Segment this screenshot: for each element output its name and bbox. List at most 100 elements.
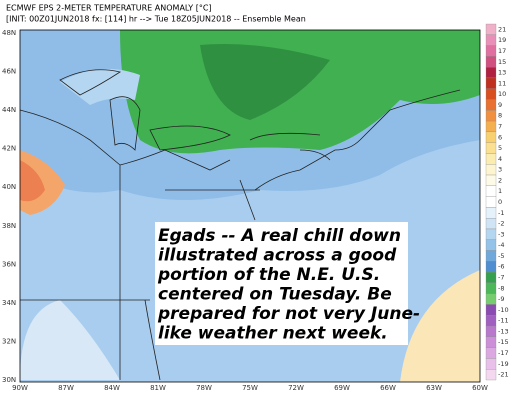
colorbar-swatch <box>485 88 497 100</box>
colorbar-swatch <box>485 34 497 46</box>
lon-label: 66W <box>380 384 396 392</box>
colorbar-label: 21 <box>498 25 506 33</box>
colorbar-swatch <box>485 23 497 35</box>
lon-label: 90W <box>12 384 28 392</box>
lon-labels: 90W 87W 84W 81W 78W 75W 72W 69W 66W 63W 60W <box>12 384 488 392</box>
lat-label: 32N <box>2 337 16 345</box>
annotation-line: centered on Tuesday. Be <box>158 285 392 305</box>
lon-label: 87W <box>58 384 74 392</box>
colorbar-swatch <box>485 153 497 165</box>
colorbar-swatch <box>485 67 497 79</box>
colorbar-swatch <box>485 131 497 143</box>
map <box>19 30 480 382</box>
lat-label: 34N <box>2 299 16 307</box>
colorbar-swatch <box>485 196 497 208</box>
colorbar-swatch <box>485 336 497 348</box>
lon-label: 63W <box>426 384 442 392</box>
lat-label: 30N <box>2 376 16 384</box>
colorbar-swatch <box>485 358 497 370</box>
colorbar-swatch <box>485 218 497 230</box>
colorbar-swatch <box>485 56 497 68</box>
colorbar-swatch <box>485 369 497 381</box>
title: ECMWF EPS 2-METER TEMPERATURE ANOMALY [°… <box>6 4 212 13</box>
subtitle: [INIT: 00Z01JUN2018 fx: [114] hr --> Tue… <box>6 15 306 24</box>
lon-label: 84W <box>104 384 120 392</box>
colorbar-label: -7 <box>498 274 504 282</box>
lat-label: 36N <box>2 260 16 268</box>
colorbar-swatch <box>485 261 497 273</box>
annotation-line: like weather next week. <box>158 324 388 344</box>
colorbar-label: 8 <box>498 112 502 120</box>
lon-label: 75W <box>242 384 258 392</box>
colorbar-label: 11 <box>498 79 506 87</box>
colorbar-label: 13 <box>498 69 506 77</box>
lat-label: 48N <box>2 29 16 37</box>
colorbar-label: -6 <box>498 263 504 271</box>
colorbar-swatch <box>485 142 497 154</box>
colorbar-label: -3 <box>498 230 504 238</box>
colorbar-label: 6 <box>498 133 502 141</box>
lon-label: 60W <box>472 384 488 392</box>
lon-label: 72W <box>288 384 304 392</box>
colorbar-label: 1 <box>498 187 502 195</box>
colorbar-swatch <box>485 315 497 327</box>
annotation-line: Egads -- A real chill down <box>158 226 401 246</box>
colorbar-swatch <box>485 207 497 219</box>
lat-labels: 48N 46N 44N 42N 40N 38N 36N 34N 32N 30N <box>2 29 16 384</box>
colorbar-label: 4 <box>498 155 502 163</box>
colorbar: 211917151311109876543210-1-2-3-4-5-6-7-8… <box>485 23 509 381</box>
annotation-line: prepared for not very June- <box>157 304 420 324</box>
lat-label: 40N <box>2 183 16 191</box>
colorbar-swatch <box>485 325 497 337</box>
colorbar-swatch <box>485 293 497 305</box>
colorbar-label: -13 <box>498 327 509 335</box>
map-frame <box>19 29 481 383</box>
colorbar-swatch <box>485 110 497 122</box>
colorbar-label: 0 <box>498 198 502 206</box>
colorbar-label: 7 <box>498 122 502 130</box>
colorbar-label: -10 <box>498 306 509 314</box>
colorbar-label: 17 <box>498 47 506 55</box>
colorbar-swatch <box>485 45 497 57</box>
colorbar-label: -15 <box>498 338 509 346</box>
lon-label: 78W <box>196 384 212 392</box>
colorbar-label: -4 <box>498 241 504 249</box>
colorbar-label: 2 <box>498 176 502 184</box>
colorbar-label: 10 <box>498 90 506 98</box>
colorbar-swatch <box>485 282 497 294</box>
colorbar-swatch <box>485 120 497 133</box>
colorbar-swatch <box>485 250 497 262</box>
colorbar-label: 15 <box>498 58 506 66</box>
colorbar-swatch <box>485 228 497 240</box>
lat-label: 38N <box>2 222 16 230</box>
lon-label: 69W <box>334 384 350 392</box>
colorbar-label: -2 <box>498 220 504 228</box>
annotation-line: portion of the N.E. U.S. <box>157 265 380 285</box>
colorbar-label: -19 <box>498 360 509 368</box>
colorbar-label: -8 <box>498 284 504 292</box>
colorbar-swatch <box>485 77 497 89</box>
lat-label: 46N <box>2 68 16 76</box>
colorbar-swatch <box>485 304 497 316</box>
colorbar-label: 5 <box>498 144 502 152</box>
colorbar-label: -1 <box>498 209 504 217</box>
colorbar-swatch <box>485 164 497 176</box>
lon-label: 81W <box>150 384 166 392</box>
colorbar-swatch <box>485 347 497 359</box>
colorbar-swatch <box>485 174 497 186</box>
colorbar-label: 9 <box>498 101 502 109</box>
colorbar-label: 3 <box>498 166 502 174</box>
colorbar-label: -9 <box>498 295 504 303</box>
colorbar-label: -5 <box>498 252 504 260</box>
colorbar-label: -17 <box>498 349 509 357</box>
annotation-line: illustrated across a good <box>158 246 397 266</box>
colorbar-swatch <box>485 99 497 111</box>
colorbar-label: -21 <box>498 371 509 379</box>
colorbar-swatch <box>485 239 497 251</box>
lat-label: 44N <box>2 106 16 114</box>
colorbar-label: -11 <box>498 317 509 325</box>
lat-label: 42N <box>2 145 16 153</box>
annotation-box <box>155 222 408 345</box>
